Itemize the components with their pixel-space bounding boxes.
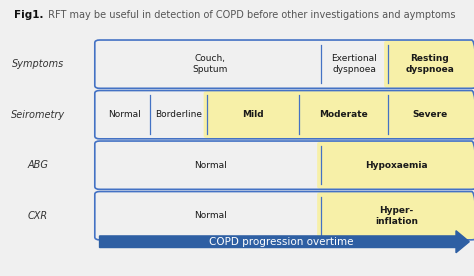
FancyBboxPatch shape: [317, 192, 474, 239]
Text: ABG: ABG: [27, 160, 48, 170]
Text: Seirometry: Seirometry: [11, 110, 65, 120]
Text: Normal: Normal: [194, 211, 227, 220]
Text: Normal: Normal: [194, 161, 227, 170]
Text: Moderate: Moderate: [319, 110, 368, 119]
Text: Mild: Mild: [242, 110, 264, 119]
FancyBboxPatch shape: [384, 41, 474, 88]
Text: Exertional
dyspnoea: Exertional dyspnoea: [331, 54, 377, 74]
FancyBboxPatch shape: [204, 91, 302, 138]
Text: RFT may be useful in detection of COPD before other investigations and aymptoms: RFT may be useful in detection of COPD b…: [45, 10, 456, 20]
Text: Fig1.: Fig1.: [14, 10, 44, 20]
Text: Resting
dyspnoea: Resting dyspnoea: [405, 54, 454, 74]
Text: Borderline: Borderline: [155, 110, 202, 119]
FancyBboxPatch shape: [384, 91, 474, 138]
Text: Couch,
Sputum: Couch, Sputum: [192, 54, 228, 74]
Text: Hyper-
inflation: Hyper- inflation: [375, 206, 418, 226]
FancyBboxPatch shape: [317, 142, 474, 189]
Text: Normal: Normal: [108, 110, 141, 119]
FancyBboxPatch shape: [295, 91, 392, 138]
Text: Symptoms: Symptoms: [12, 59, 64, 69]
FancyArrow shape: [100, 231, 469, 253]
Text: Hypoxaemia: Hypoxaemia: [365, 161, 428, 170]
Text: CXR: CXR: [28, 211, 48, 221]
Text: Severe: Severe: [412, 110, 447, 119]
Text: COPD progression overtime: COPD progression overtime: [209, 237, 353, 247]
